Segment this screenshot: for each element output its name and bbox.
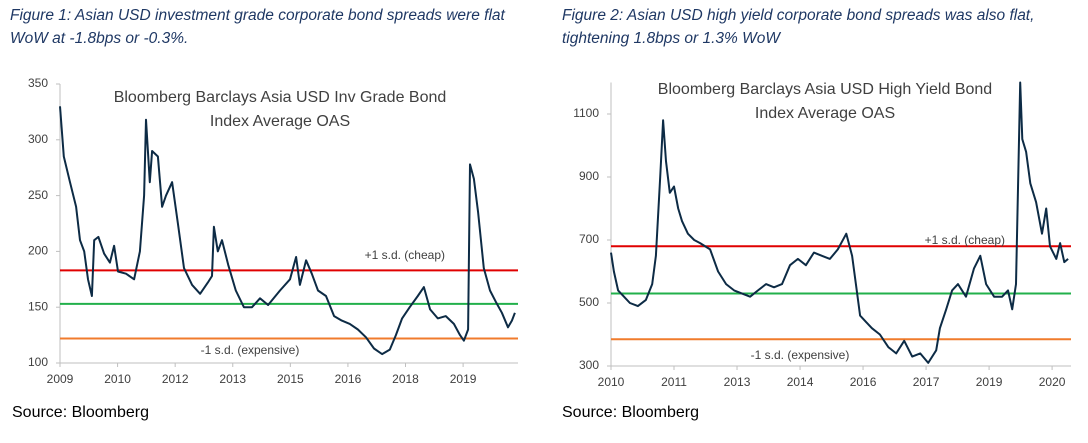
source-note: Source: Bloomberg [562,404,699,421]
x-tick-label: 2010 [104,372,131,386]
x-tick-label: 2010 [598,375,625,389]
y-tick-label: 100 [28,355,48,369]
y-tick-label: 200 [28,244,48,258]
x-tick-label: 2014 [787,375,814,389]
reference-label: -1 s.d. (expensive) [751,348,850,362]
figure-caption: Figure 1: Asian USD investment grade cor… [10,7,505,47]
x-tick-label: 2013 [724,375,751,389]
x-tick-label: 2016 [335,372,362,386]
x-tick-label: 2017 [913,375,940,389]
y-tick-label: 500 [579,295,599,309]
reference-label: +1 s.d. (cheap) [925,233,1005,247]
x-tick-label: 2019 [976,375,1003,389]
y-tick-label: 300 [28,132,48,146]
chart-title: Bloomberg Barclays Asia USD Inv Grade Bo… [114,89,447,106]
y-tick-label: 250 [28,188,48,202]
x-tick-label: 2020 [1039,375,1066,389]
source-note: Source: Bloomberg [12,404,149,421]
x-tick-label: 2019 [450,372,477,386]
reference-label: +1 s.d. (cheap) [365,248,445,262]
x-tick-label: 2016 [850,375,877,389]
x-tick-label: 2012 [162,372,189,386]
x-tick-label: 2015 [277,372,304,386]
reference-label: -1 s.d. (expensive) [201,343,300,357]
y-tick-label: 300 [579,358,599,372]
x-tick-label: 2011 [661,375,687,389]
chart-title: Index Average OAS [755,105,895,122]
y-tick-label: 700 [579,232,599,246]
y-tick-label: 150 [28,299,48,313]
y-tick-label: 1100 [573,106,599,120]
x-tick-label: 2009 [47,372,74,386]
chart-title: Bloomberg Barclays Asia USD High Yield B… [658,81,992,98]
chart-title: Index Average OAS [210,113,350,130]
figure-caption: Figure 2: Asian USD high yield corporate… [562,7,1035,47]
y-tick-label: 900 [579,169,599,183]
x-tick-label: 2013 [219,372,246,386]
series-line [59,106,516,356]
series-line [610,81,1069,364]
y-tick-label: 350 [28,76,48,90]
x-tick-label: 2018 [392,372,419,386]
